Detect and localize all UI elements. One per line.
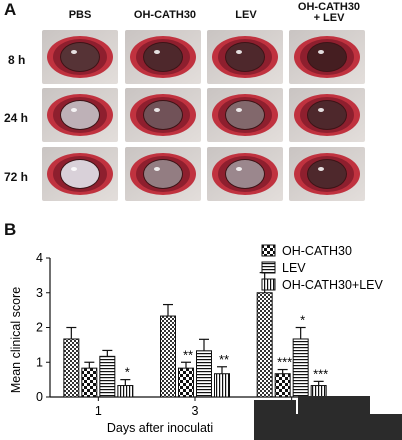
redaction-box-lower: [254, 414, 402, 440]
bar: [99, 355, 116, 398]
redaction-box-upper: [298, 396, 370, 414]
significance-label: **: [219, 352, 229, 367]
x-axis-label: Days after inoculati: [107, 421, 213, 435]
eye-image: [42, 30, 118, 84]
legend-swatch: [261, 261, 276, 274]
row-header-24h: 24 h: [4, 111, 29, 125]
eye-photo: [207, 147, 283, 201]
eye-photo: [289, 30, 365, 84]
row-header-72h: 72 h: [4, 170, 29, 184]
eye-image: [207, 30, 283, 84]
eye-image: [42, 147, 118, 201]
legend-label: OH-CATH30: [282, 244, 352, 258]
bar: [214, 373, 230, 398]
y-tick-label: 3: [36, 286, 43, 300]
significance-label: *: [125, 365, 130, 380]
y-tick-label: 4: [36, 251, 43, 265]
eye-image: [125, 30, 201, 84]
redaction-box-left: [254, 400, 296, 416]
eye-image: [207, 88, 283, 142]
eye-image: [289, 30, 365, 84]
eye-image: [42, 88, 118, 142]
legend-label: OH-CATH30+LEV: [282, 278, 384, 292]
eye-photo: [207, 88, 283, 142]
column-header-oh-cath30: OH-CATH30: [133, 9, 197, 21]
eye-photo: [289, 147, 365, 201]
y-tick-label: 2: [36, 321, 43, 335]
x-tick-label: 3: [192, 404, 199, 418]
eye-photo: [125, 30, 201, 84]
bar: [81, 367, 98, 398]
bar: [292, 338, 309, 398]
eye-image: [289, 88, 365, 142]
legend-label: LEV: [282, 261, 306, 275]
significance-label: ***: [313, 366, 328, 381]
eye-photo: [125, 88, 201, 142]
bar: [178, 367, 194, 398]
y-tick-label: 1: [36, 355, 43, 369]
column-header-lev: LEV: [235, 9, 257, 21]
eye-photo: [125, 147, 201, 201]
eye-image: [207, 147, 283, 201]
eye-photo: [42, 147, 118, 201]
legend-swatch: [261, 278, 276, 291]
column-header-pbs: PBS: [68, 9, 92, 21]
significance-label: ***: [277, 355, 292, 370]
legend-swatch: [261, 244, 276, 257]
eye-photo: [207, 30, 283, 84]
eye-image: [125, 147, 201, 201]
significance-label: **: [183, 347, 193, 362]
eye-photo: [289, 88, 365, 142]
panel-a-label: A: [4, 0, 17, 19]
bar: [117, 385, 134, 398]
panel-b-label: B: [4, 220, 17, 239]
bar: [160, 315, 176, 398]
bar: [256, 292, 273, 398]
eye-image: [289, 147, 365, 201]
row-header-8h: 8 h: [8, 53, 26, 67]
column-header-combo: OH-CATH30 + LEV: [297, 1, 361, 24]
bar: [274, 373, 291, 398]
y-tick-label: 0: [36, 390, 43, 404]
significance-label: *: [300, 313, 305, 328]
x-tick-label: 1: [95, 404, 102, 418]
eye-photo: [42, 30, 118, 84]
bar: [196, 350, 212, 398]
bar: [63, 338, 80, 398]
y-axis-label: Mean clinical score: [9, 287, 23, 393]
eye-photo: [42, 88, 118, 142]
eye-image: [125, 88, 201, 142]
